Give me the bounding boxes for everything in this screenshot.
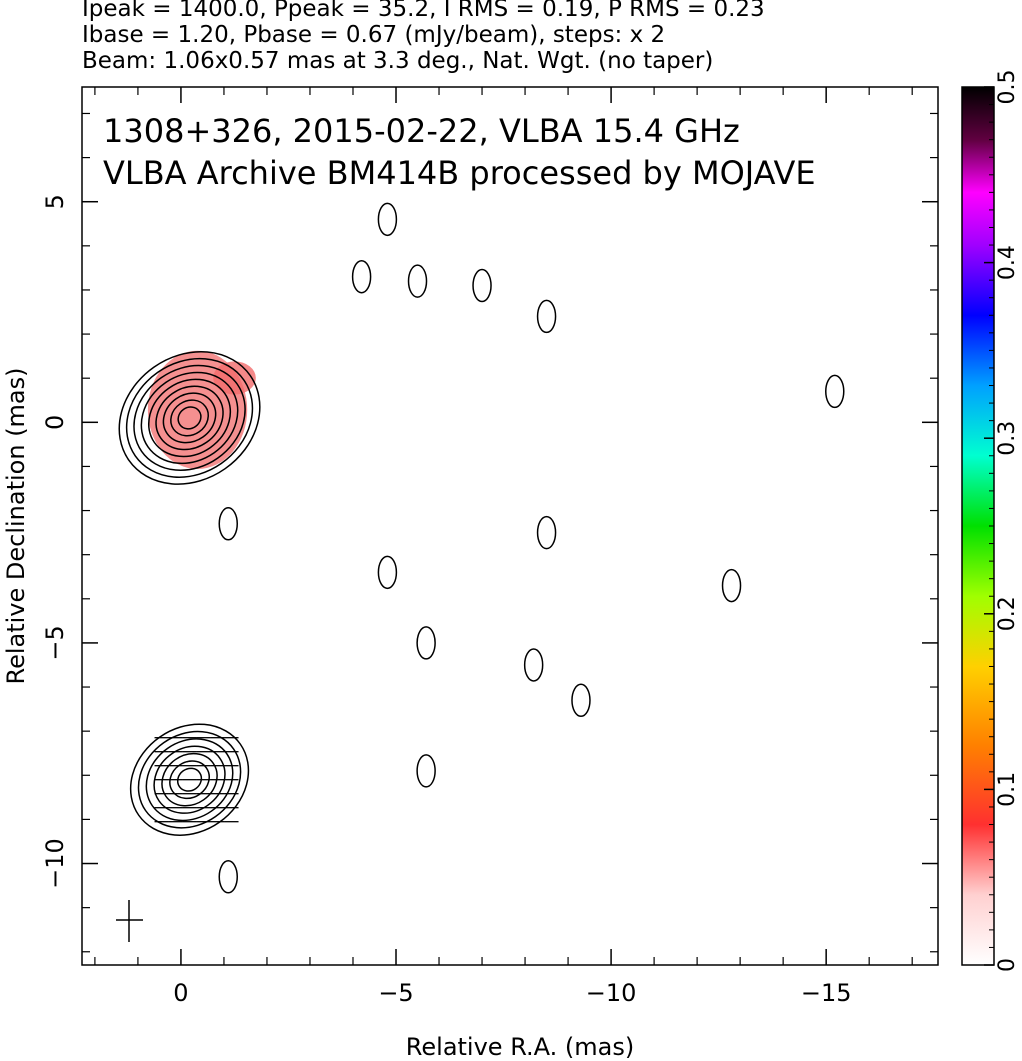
y-tick-label: −5 (41, 625, 69, 660)
x-tick-label: −10 (586, 979, 637, 1007)
isolated-contour (536, 515, 557, 550)
core-contour (155, 385, 224, 451)
x-axis-label: Relative R.A. (mas) (406, 1033, 634, 1061)
plot-subtitle: VLBA Archive BM414B processed by MOJAVE (103, 154, 816, 192)
isolated-contour (407, 264, 428, 298)
isolated-contour (218, 507, 239, 541)
y-tick-label: 5 (41, 194, 69, 209)
colorbar-tick-label: 0.3 (995, 421, 1020, 456)
colorbar-tick-label: 0.4 (995, 245, 1020, 280)
core-contour (170, 399, 210, 437)
y-tick-label: −10 (41, 838, 69, 889)
isolated-contour (721, 568, 742, 603)
isolated-contour (825, 374, 845, 409)
isolated-contour (416, 754, 436, 788)
x-tick-label: −5 (378, 979, 413, 1007)
lower-component-contour (161, 752, 218, 807)
colorbar-tick-label: 0 (995, 958, 1020, 972)
isolated-contour (472, 268, 492, 303)
beam-cross (116, 900, 143, 942)
isolated-contour (377, 555, 398, 590)
lower-component-contour (153, 745, 226, 814)
plot-title: 1308+326, 2015-02-22, VLBA 15.4 GHz (103, 112, 740, 150)
isolated-contour (523, 648, 544, 682)
core-contour (147, 378, 232, 458)
core-contour (177, 406, 202, 430)
isolated-contour (571, 683, 591, 718)
isolated-contour (377, 202, 398, 237)
colorbar-tick-label: 0.5 (995, 70, 1020, 105)
lower-component-contour (176, 767, 203, 792)
header-stats-line-2: Ibase = 1.20, Pbase = 0.67 (mJy/beam), s… (82, 22, 666, 48)
core-contour (162, 392, 217, 444)
header-beam-line: Beam: 1.06x0.57 mas at 3.3 deg., Nat. Wg… (82, 48, 714, 74)
map-frame (81, 86, 939, 966)
y-axis-label: Relative Declination (mas) (2, 367, 30, 684)
x-tick-label: 0 (173, 979, 188, 1007)
core-contour (118, 350, 261, 485)
isolated-contour (351, 259, 372, 294)
lower-component-contour (145, 738, 234, 822)
isolated-contour (416, 626, 436, 660)
core-contour (125, 357, 254, 478)
colorbar-tick-label: 0.2 (995, 596, 1020, 631)
y-tick-label: 0 (41, 415, 69, 430)
isolated-contour (536, 299, 557, 334)
colorbar-tick-label: 0.1 (995, 772, 1020, 807)
lower-component-contour (137, 730, 242, 829)
core-contour (140, 371, 239, 465)
header-stats-line-1: Ipeak = 1400.0, Ppeak = 35.2, I RMS = 0.… (82, 0, 765, 22)
core-contour (133, 364, 246, 472)
isolated-contour (218, 860, 239, 894)
x-tick-label: −15 (801, 979, 852, 1007)
